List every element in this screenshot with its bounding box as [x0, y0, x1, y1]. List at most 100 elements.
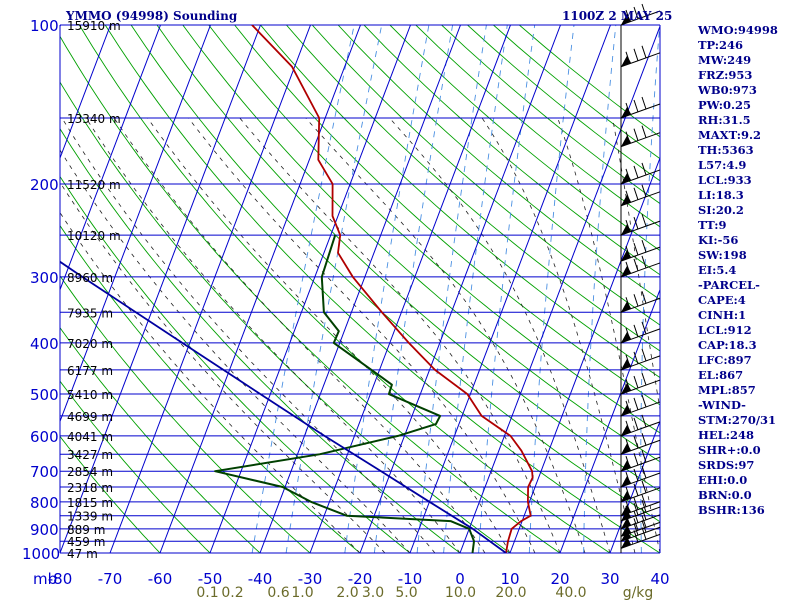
index-item: -PARCEL- [698, 278, 760, 292]
index-item: TT:9 [698, 218, 727, 232]
index-item: -WIND- [698, 398, 746, 412]
temperature-tick-label: -50 [198, 570, 223, 588]
pressure-tick-label: 600 [30, 428, 59, 446]
temperature-tick-label: 40 [650, 570, 669, 588]
mixing-ratio-label: 0.2 [221, 585, 243, 600]
isotherm [60, 25, 111, 160]
wind-barb-feather [633, 99, 639, 113]
height-label: 11520 m [67, 178, 121, 192]
moist-adiabat [147, 117, 511, 553]
moist-adiabat [239, 117, 561, 553]
wind-barb-shaft [620, 132, 661, 148]
height-label: 7020 m [67, 337, 113, 351]
index-item: HEL:248 [698, 428, 754, 442]
wind-barb-feather [641, 450, 647, 463]
wind-barb-feather [633, 453, 639, 466]
wind-barb-feather [641, 515, 647, 528]
wind-barb-feather [633, 165, 639, 179]
mixing-ratio-label: 10.0 [445, 585, 476, 600]
height-label: 2318 m [67, 481, 113, 495]
wind-barb [620, 480, 661, 503]
wind-barb-feather [641, 255, 647, 269]
index-item: STM:270/31 [698, 413, 777, 427]
isotherm [159, 25, 361, 553]
moist-adiabat [60, 211, 361, 553]
wind-barb-feather [633, 497, 639, 510]
moist-adiabat [305, 117, 586, 553]
mixing-ratio-label: 40.0 [555, 585, 586, 600]
wind-barb [620, 414, 661, 437]
isotherm [559, 288, 660, 553]
wind-barb-shaft [620, 401, 661, 417]
wind-barb-feather [625, 51, 631, 64]
wind-barb-feather [625, 297, 631, 310]
height-label: 5410 m [67, 388, 113, 402]
isotherm [509, 156, 660, 553]
wind-barb-feather [633, 530, 639, 543]
height-label: 4699 m [67, 410, 113, 424]
isotherm [60, 25, 261, 553]
wind-barb-feather [641, 494, 647, 507]
wind-barb-feather [641, 433, 647, 446]
wind-barb [620, 433, 661, 455]
sounding-profiles [60, 25, 534, 553]
wind-barb-feather [641, 520, 647, 533]
wind-barb-feather [641, 527, 647, 540]
isobars [59, 24, 661, 554]
moist-adiabat [389, 117, 611, 553]
moist-adiabat [188, 117, 536, 553]
index-item: RH:31.5 [698, 113, 751, 127]
wind-barb-feather [641, 499, 647, 513]
isotherm [459, 25, 660, 553]
sounding-time: 1100Z 2 MAY 25 [562, 9, 673, 23]
wind-barb [620, 372, 661, 395]
index-item: BRN:0.0 [698, 488, 752, 502]
index-item: TH:5363 [698, 143, 754, 157]
wind-barb-feather [641, 184, 647, 197]
temperature-tick-label: -80 [48, 570, 73, 588]
wind-barb-feather [633, 468, 639, 482]
pressure-axis-labels: 100 200 300 400 500 600 700 800 900 1000 [22, 17, 60, 563]
wind-barb [620, 184, 661, 207]
index-item: SW:198 [698, 248, 747, 262]
wind-barb-feather [625, 327, 631, 341]
wind-barb-feather [625, 354, 631, 368]
wind-barb-feather [633, 351, 639, 365]
height-label: 8960 m [67, 271, 113, 285]
temperature-tick-label: -20 [348, 570, 373, 588]
wind-barb [620, 348, 661, 371]
index-item: LCL:933 [698, 173, 752, 187]
wind-barb [620, 125, 661, 148]
stability-indices-list: WMO:94998 TP:246 MW:249 FRZ:953 WB0:973 PW:0.… [698, 23, 778, 518]
wind-barb [620, 255, 661, 278]
wind-barb-shaft [620, 456, 661, 472]
index-item: KI:-56 [698, 233, 739, 247]
height-label: 1815 m [67, 496, 113, 510]
pressure-tick-label: 800 [30, 494, 59, 512]
height-label: 2854 m [67, 465, 113, 479]
moist-adiabat [557, 117, 660, 553]
index-item: LFC:897 [698, 353, 752, 367]
wind-barb-feather [625, 500, 631, 513]
height-label: 459 m [67, 535, 105, 549]
height-label: 13340 m [67, 112, 121, 126]
index-item: MAXT:9.2 [698, 128, 761, 142]
temperature-tick-label: -70 [98, 570, 123, 588]
index-item: SHR+:0.0 [698, 443, 761, 457]
wind-barb-feather [625, 131, 631, 144]
wind-barb [620, 527, 661, 549]
index-item: TP:246 [698, 38, 744, 52]
isotherm [109, 25, 311, 553]
pressure-tick-label: 400 [30, 335, 59, 353]
mixing-ratio-label: 2.0 [336, 585, 358, 600]
wind-barb-shaft [620, 103, 661, 119]
isotherm [309, 25, 511, 553]
wind-barb-feather [641, 3, 647, 17]
wind-barb-feather [641, 162, 647, 176]
index-item: CAPE:4 [698, 293, 746, 307]
temperature-tick-label: 30 [600, 570, 619, 588]
wind-barb-shaft [620, 169, 661, 185]
wind-barb-feather [625, 219, 631, 233]
index-item: L57:4.9 [698, 158, 747, 172]
wind-barb-feather [625, 261, 631, 275]
